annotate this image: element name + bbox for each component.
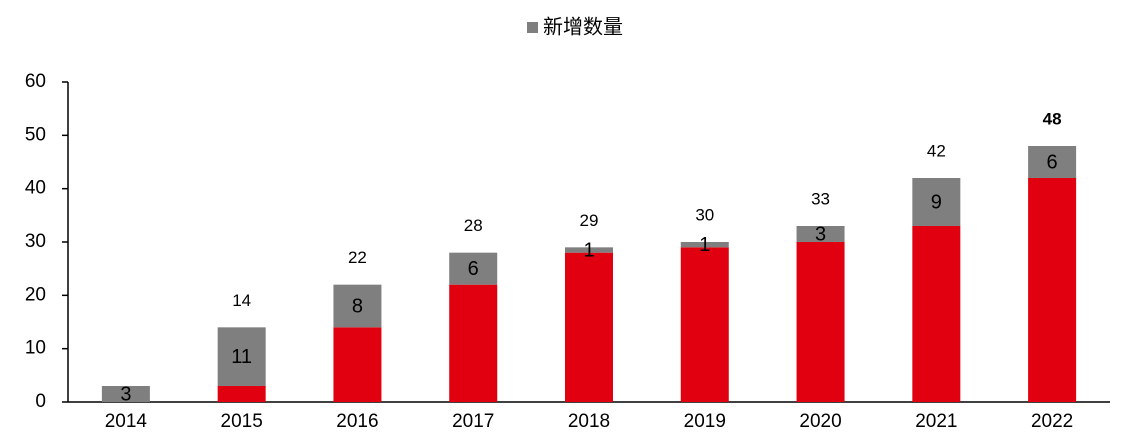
segment-label: 3 xyxy=(120,383,131,405)
total-label: 30 xyxy=(695,205,714,224)
bar-segment xyxy=(680,247,729,402)
bar-segment xyxy=(217,327,266,386)
x-tick-label: 2020 xyxy=(799,411,841,432)
bar-segment xyxy=(101,386,150,402)
total-label: 14 xyxy=(232,291,251,310)
legend-label: 新增数量 xyxy=(543,15,623,38)
x-tick-label: 2019 xyxy=(684,411,726,432)
bar-segment xyxy=(1028,178,1077,402)
x-tick-label: 2018 xyxy=(568,411,610,432)
total-label: 29 xyxy=(580,211,599,230)
total-label: 42 xyxy=(927,141,946,160)
x-tick-label: 2016 xyxy=(336,411,378,432)
bar-segment xyxy=(217,386,266,402)
bar-segment xyxy=(333,327,382,402)
bar-segment xyxy=(1028,146,1077,178)
y-tick-label: 50 xyxy=(25,124,46,145)
bar-segment xyxy=(680,242,729,248)
segment-label: 1 xyxy=(583,239,594,261)
y-tick-label: 60 xyxy=(25,71,46,92)
bar-segment xyxy=(912,226,961,402)
bar-segment xyxy=(796,242,845,402)
bar-segment xyxy=(565,247,613,253)
segment-label: 3 xyxy=(815,223,826,245)
segment-label: 6 xyxy=(468,258,479,280)
bar-segment xyxy=(449,284,498,402)
x-tick-label: 2015 xyxy=(221,411,263,432)
bar-segment xyxy=(912,178,961,226)
y-tick-label: 30 xyxy=(25,231,46,252)
total-label: 28 xyxy=(464,216,483,235)
y-tick-label: 20 xyxy=(25,284,46,305)
segment-label: 9 xyxy=(931,191,942,213)
total-label: 48 xyxy=(1043,109,1062,128)
legend-swatch xyxy=(527,22,538,33)
total-label: 22 xyxy=(348,248,367,267)
bar-segment xyxy=(565,252,613,402)
total-label: 33 xyxy=(811,189,830,208)
y-tick-label: 40 xyxy=(25,178,46,199)
bar-segment xyxy=(333,284,382,328)
y-tick-label: 0 xyxy=(35,391,46,412)
x-tick-label: 2014 xyxy=(105,411,148,432)
segment-label: 6 xyxy=(1047,151,1058,173)
bar-segment xyxy=(796,226,845,242)
segment-label: 1 xyxy=(699,234,710,256)
y-tick-label: 10 xyxy=(25,338,46,359)
bar-segment xyxy=(449,252,498,285)
segment-label: 11 xyxy=(231,346,252,368)
segment-label: 8 xyxy=(352,295,363,317)
x-tick-label: 2022 xyxy=(1031,411,1073,432)
x-tick-label: 2021 xyxy=(915,411,957,432)
x-tick-label: 2017 xyxy=(452,411,494,432)
